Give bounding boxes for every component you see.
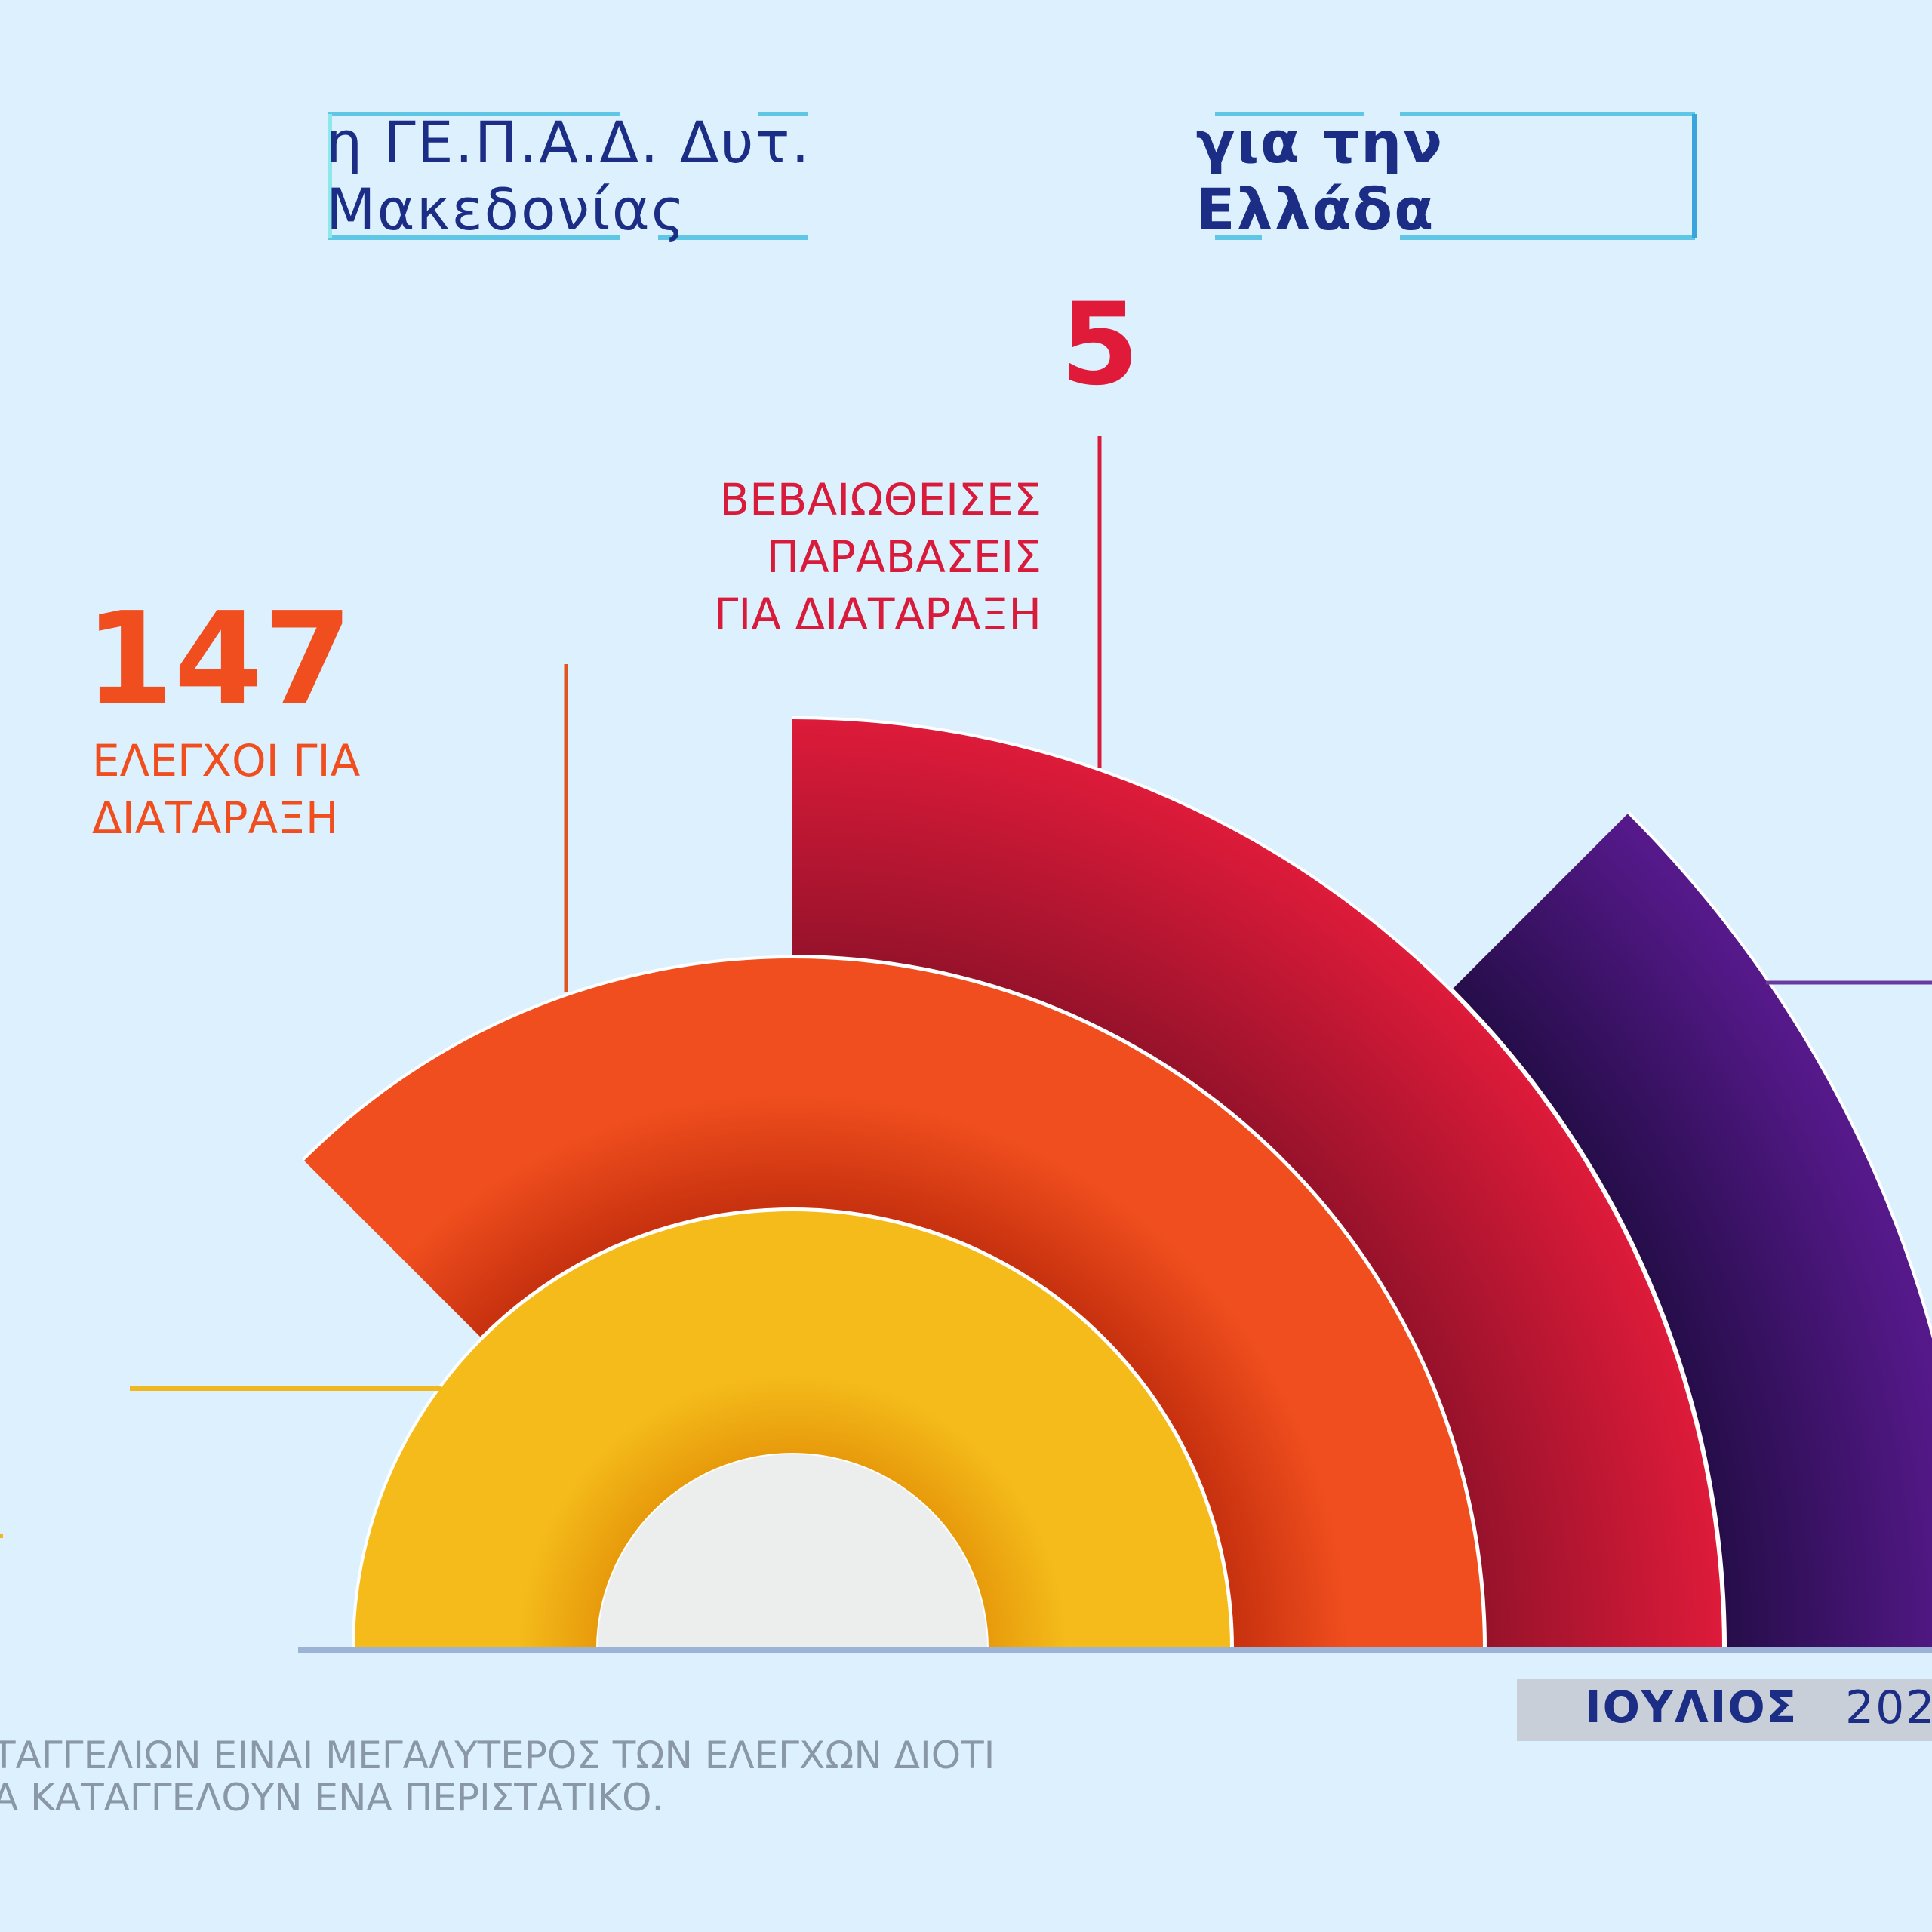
radial-bars [298, 716, 1932, 1653]
violations-value: 5 [1060, 279, 1140, 411]
checks-label: ΕΛΕΓΧΟΙ ΓΙΑ ΔΙΑΤΑΡΑΞΗ [92, 735, 361, 844]
period-badge [1517, 1679, 1932, 1741]
bar-series-1 [355, 1211, 1230, 1649]
title-bold: για την Ελλάδα [1195, 109, 1444, 243]
page-title: η ΓΕ.Π.Α.Δ. Δυτ. Μακεδονίας για την Ελλά… [326, 109, 1697, 243]
violations-label: ΒΕΒΑΙΩΘΕΙΣΕΣ ΠΑΡΑΒΑΣΕΙΣ ΓΙΑ ΔΙΑΤΑΡΑΞΗ [713, 474, 1041, 640]
footnote: ΤΑΓΓΕΛΙΩΝ ΕΙΝΑΙ ΜΕΓΑΛΥΤΕΡΟΣ ΤΩΝ ΕΛΕΓΧΩΝ … [0, 1734, 995, 1820]
checks-value: 147 [85, 585, 352, 734]
title-frame [328, 112, 1697, 240]
bar-violations [792, 719, 1722, 1649]
center-disc [598, 1454, 987, 1649]
leader-lines [0, 436, 1932, 1538]
bar-checks [303, 958, 1483, 1649]
period-year: 202 [1845, 1681, 1932, 1734]
bar-series-4 [1453, 814, 1932, 1649]
period-month: ΙΟΥΛΙΟΣ [1585, 1681, 1798, 1733]
title-regular: η ΓΕ.Π.Α.Δ. Δυτ. Μακεδονίας [326, 109, 811, 243]
